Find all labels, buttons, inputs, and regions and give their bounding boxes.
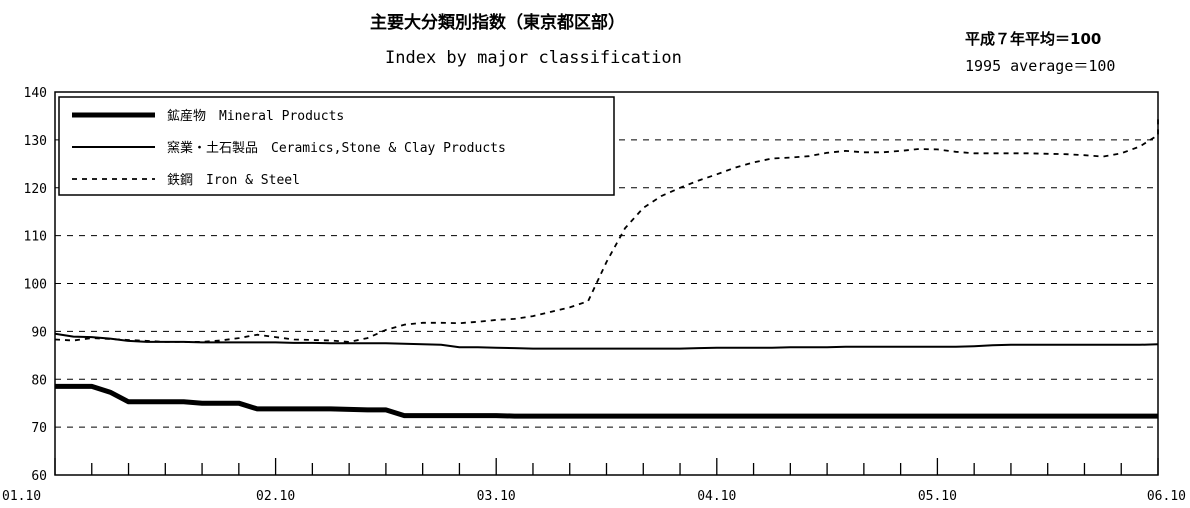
chart-title: 主要大分類別指数（東京都区部） xyxy=(370,13,625,33)
x-tick-label-05.10: 05.10 xyxy=(918,489,957,504)
y-tick-label-120: 120 xyxy=(24,182,47,197)
y-tick-label-100: 100 xyxy=(24,278,47,293)
series-iron-steel xyxy=(54,119,1159,343)
y-tick-label-80: 80 xyxy=(31,373,47,388)
y-tick-label-110: 110 xyxy=(24,230,47,245)
legend-label-iron-steel: 鉄鋼 Iron & Steel xyxy=(167,173,300,188)
chart-subtitle: Index by major classification xyxy=(385,48,682,68)
base-note-jp: 平成７年平均＝100 xyxy=(965,30,1102,48)
x-axis-ticks: 01.10 02.10 03.10 04.10 05.10 06.10 xyxy=(2,458,1186,504)
legend: 鉱産物 Mineral Products 窯業・土石製品 Ceramics,St… xyxy=(58,96,615,196)
series-lines xyxy=(54,119,1159,419)
x-tick-label-04.10: 04.10 xyxy=(697,489,736,504)
base-note-en: 1995 average＝100 xyxy=(965,57,1116,75)
x-tick-label-02.10: 02.10 xyxy=(256,489,295,504)
y-tick-label-60: 60 xyxy=(31,469,47,484)
y-tick-label-130: 130 xyxy=(24,134,47,149)
x-tick-label-03.10: 03.10 xyxy=(477,489,516,504)
x-tick-label-06.10: 06.10 xyxy=(1147,489,1186,504)
y-tick-label-90: 90 xyxy=(31,325,47,340)
legend-label-mineral: 鉱産物 Mineral Products xyxy=(167,108,344,124)
series-ceramics-stone-clay xyxy=(54,332,1159,350)
y-tick-label-70: 70 xyxy=(31,421,47,436)
legend-label-ceramics: 窯業・土石製品 Ceramics,Stone & Clay Products xyxy=(167,140,506,156)
y-tick-label-140: 140 xyxy=(24,86,47,101)
series-mineral-products xyxy=(55,383,1158,419)
x-tick-label-01.10: 01.10 xyxy=(2,489,41,504)
y-axis-ticks: 60 70 80 90 100 110 120 130 140 xyxy=(24,86,47,484)
